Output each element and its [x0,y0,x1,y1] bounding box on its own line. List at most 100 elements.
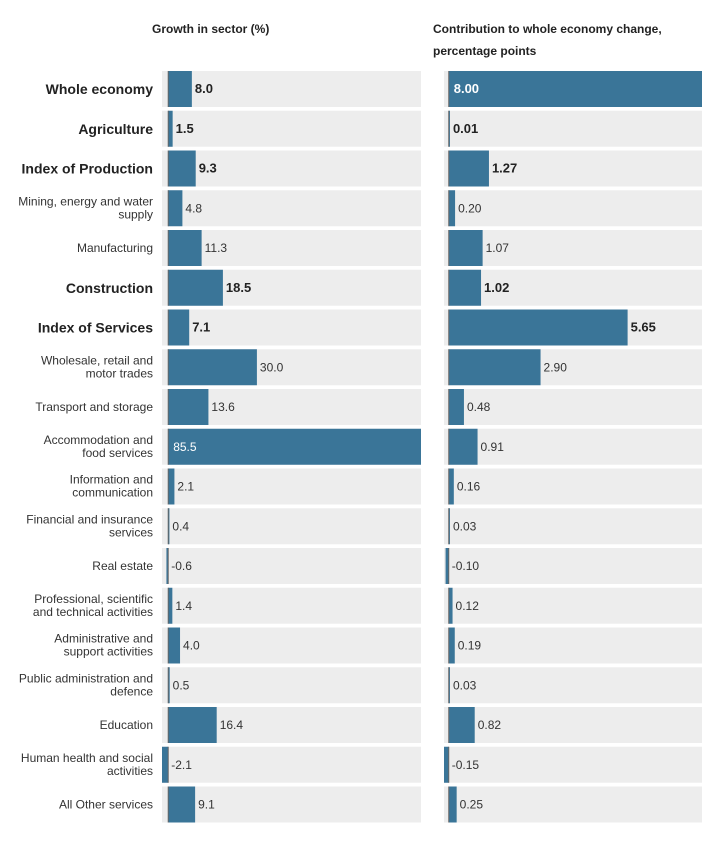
category-label: Human health and social activities [21,751,153,778]
bar-track [162,587,421,624]
value-label: 18.5 [226,280,251,295]
data-bar [448,349,541,386]
category-label: Professional, scientific and technical ac… [33,592,153,619]
category-label: Accommodation and food services [44,433,153,460]
data-bar [168,389,209,425]
right-panel-header-line2: percentage points [433,44,537,58]
data-bar [448,150,489,187]
value-label: 0.25 [460,798,484,812]
right-panel-header-line1: Contribution to whole economy change, [433,22,662,36]
value-label: 0.01 [453,121,478,136]
bar-track [444,230,702,266]
bar-track [162,548,421,584]
value-label: 16.4 [220,718,244,732]
data-bar [448,428,478,465]
data-bar [445,548,449,584]
data-bar [168,110,173,147]
bar-track [444,508,702,545]
bar-track [444,746,702,783]
value-label: -0.15 [452,758,480,772]
bar-track [444,627,702,664]
value-label: 1.5 [176,121,194,136]
bar-track [162,786,421,823]
value-label: 4.0 [183,639,200,653]
bar-track [444,707,702,743]
data-bar [162,746,169,783]
value-label: -2.1 [171,758,192,772]
bar-track [162,468,421,505]
bar-track [162,230,421,266]
bar-track [444,548,702,584]
value-label: 8.0 [195,81,213,96]
category-label: All Other services [59,798,153,812]
value-label: 0.16 [457,480,481,494]
value-label: 11.3 [205,241,228,255]
value-label: 0.82 [478,718,502,732]
data-bar [448,190,456,227]
category-label: Index of Services [38,320,153,336]
value-label: 1.07 [486,241,510,255]
category-label: Administrative and support activities [54,632,153,659]
data-bar [166,548,169,584]
value-label: 7.1 [192,320,210,335]
category-label: Index of Production [22,161,153,177]
data-bar [168,309,190,346]
value-label: 0.20 [458,201,482,215]
bar-track [162,71,421,107]
bar-track [444,389,702,425]
category-label: Agriculture [78,121,153,137]
value-label: 30.0 [260,360,284,374]
bar-track [162,627,421,664]
value-label: 8.00 [454,81,479,96]
data-bar [168,71,192,107]
value-label: 0.03 [453,519,477,533]
data-bar [168,349,257,386]
category-label: Construction [66,280,153,296]
bar-track [162,309,421,346]
chart-rows: Whole economy 8.0 8.00 Agriculture 1.5 0.01 In… [18,71,702,823]
bar-track [444,468,702,505]
bar-track [162,150,421,187]
data-bar [168,667,170,704]
value-label: 0.4 [172,519,189,533]
bar-track [444,587,702,624]
data-bar [168,786,196,823]
bar-track [162,508,421,545]
data-bar [448,389,464,425]
data-bar [448,786,457,823]
data-bar [448,707,475,743]
value-label: 5.65 [631,320,656,335]
value-label: 0.48 [467,400,491,414]
bar-track [162,190,421,227]
category-label: Transport and storage [35,400,153,414]
value-label: 1.02 [484,280,509,295]
data-bar [448,508,450,545]
bar-track [444,428,702,465]
data-bar [444,746,449,783]
data-bar [448,309,628,346]
data-bar [168,468,175,505]
value-label: -0.10 [452,559,480,573]
category-label: Public administration and defence [19,671,153,698]
bar-track [162,746,421,783]
value-label: 4.8 [185,201,202,215]
category-label: Whole economy [46,81,154,97]
data-bar [448,71,702,107]
data-bar [168,269,223,306]
data-bar [168,627,181,664]
value-label: -0.6 [171,559,192,573]
value-label: 9.1 [198,798,215,812]
category-label: Manufacturing [77,241,153,255]
value-label: 2.90 [544,360,568,374]
value-label: 1.4 [175,599,192,613]
data-bar [168,230,202,266]
value-label: 0.03 [453,678,477,692]
data-bar [168,707,217,743]
value-label: 0.91 [481,440,505,454]
value-label: 1.27 [492,161,517,176]
data-bar [168,190,183,227]
data-bar [448,230,483,266]
data-bar [448,110,450,147]
category-label: Information and communication [70,473,153,500]
value-label: 2.1 [177,480,194,494]
